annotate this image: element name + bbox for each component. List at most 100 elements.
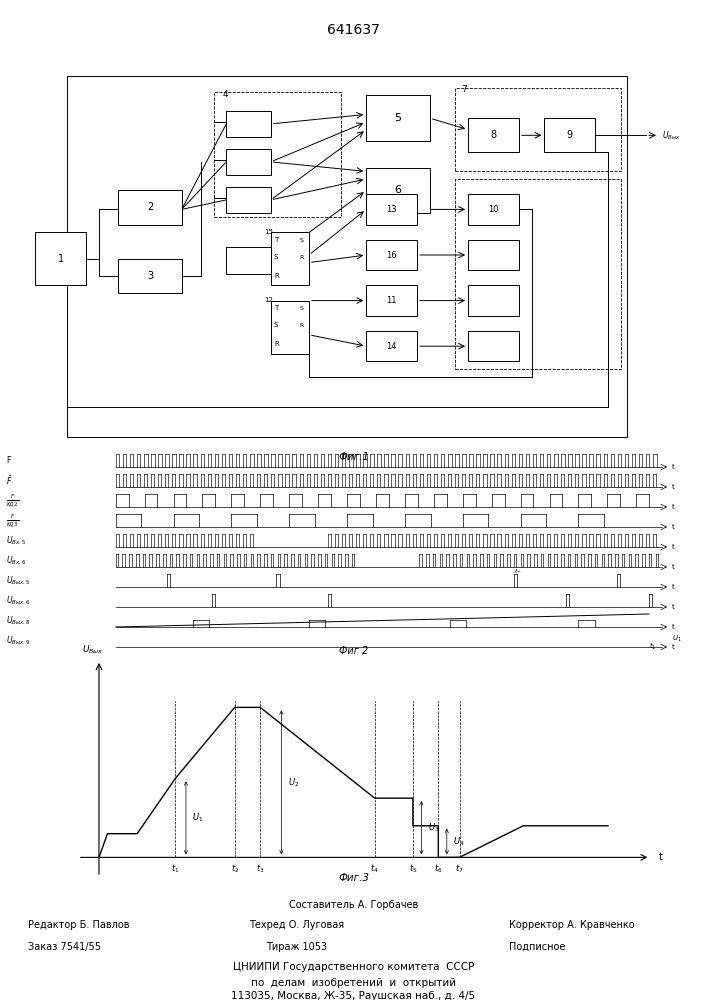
Text: $t_7$: $t_7$ xyxy=(455,862,464,875)
Text: $U_4$: $U_4$ xyxy=(453,835,464,848)
Text: 5: 5 xyxy=(395,113,402,123)
Text: 7: 7 xyxy=(462,85,467,94)
Text: R: R xyxy=(274,273,279,279)
Text: $t_5$: $t_5$ xyxy=(409,862,417,875)
Text: R: R xyxy=(300,255,304,260)
Text: 3: 3 xyxy=(147,271,153,281)
Text: $U_2$: $U_2$ xyxy=(288,776,299,789)
Text: S: S xyxy=(274,254,279,260)
Text: $t_6$: $t_6$ xyxy=(434,862,443,875)
Text: Фиг.3: Фиг.3 xyxy=(338,873,369,883)
Bar xyxy=(468,194,519,225)
Text: $U_{Bых}$: $U_{Bых}$ xyxy=(82,644,103,656)
Text: 113035, Москва, Ж-35, Раушская наб., д. 4/5: 113035, Москва, Ж-35, Раушская наб., д. … xyxy=(231,991,476,1000)
Text: $U_{Вых}$: $U_{Вых}$ xyxy=(662,129,681,142)
Text: t: t xyxy=(672,504,674,510)
Bar xyxy=(226,247,271,274)
Text: 15: 15 xyxy=(264,229,274,235)
Text: t: t xyxy=(672,464,674,470)
Text: $t_1$: $t_1$ xyxy=(171,862,180,875)
Text: S: S xyxy=(300,306,303,311)
Text: t: t xyxy=(672,564,674,570)
Bar xyxy=(468,118,519,152)
Bar xyxy=(271,232,309,285)
Bar xyxy=(214,92,341,217)
Bar xyxy=(366,168,430,213)
Text: 10: 10 xyxy=(489,205,498,214)
Text: Подписное: Подписное xyxy=(509,942,566,952)
Bar xyxy=(35,232,86,285)
Text: ЦНИИПИ Государственного комитета  СССР: ЦНИИПИ Государственного комитета СССР xyxy=(233,962,474,972)
Text: t: t xyxy=(672,484,674,490)
Bar xyxy=(468,285,519,316)
Text: R: R xyxy=(300,323,304,328)
Text: t: t xyxy=(672,644,674,650)
Text: $\bar{F}$: $\bar{F}$ xyxy=(6,474,13,487)
Bar xyxy=(366,285,417,316)
Text: Фиг.1: Фиг.1 xyxy=(338,452,369,462)
Text: 16: 16 xyxy=(386,250,397,259)
Text: $t_2$: $t_2$ xyxy=(230,862,239,875)
Bar xyxy=(468,331,519,361)
Text: t: t xyxy=(672,624,674,630)
Text: 6: 6 xyxy=(395,185,402,195)
Text: 12: 12 xyxy=(264,298,274,304)
Bar xyxy=(226,111,271,137)
Bar xyxy=(226,187,271,213)
Text: Заказ 7541/55: Заказ 7541/55 xyxy=(28,942,101,952)
Text: 641637: 641637 xyxy=(327,23,380,37)
Text: T: T xyxy=(274,237,279,243)
Bar xyxy=(366,95,430,141)
Bar xyxy=(366,240,417,270)
Text: $U_{Bx.6}$: $U_{Bx.6}$ xyxy=(6,554,27,567)
Text: 4: 4 xyxy=(223,90,228,99)
Text: $U_{Bых.9}$: $U_{Bых.9}$ xyxy=(6,634,31,647)
Text: Редактор Б. Павлов: Редактор Б. Павлов xyxy=(28,920,130,930)
Text: $t_3$: $t_3$ xyxy=(256,862,264,875)
Text: $U_{Bых.5}$: $U_{Bых.5}$ xyxy=(6,574,30,587)
Text: Тираж 1053: Тираж 1053 xyxy=(267,942,327,952)
Text: 13: 13 xyxy=(386,205,397,214)
Text: 14: 14 xyxy=(387,342,397,351)
Text: $U_3$: $U_3$ xyxy=(428,822,439,834)
Text: Фиг 2: Фиг 2 xyxy=(339,646,368,656)
Text: $\frac{F}{K\!Д\,2}$: $\frac{F}{K\!Д\,2}$ xyxy=(6,492,20,509)
Text: S: S xyxy=(300,238,303,243)
Text: Корректор А. Кравченко: Корректор А. Кравченко xyxy=(509,920,635,930)
Bar xyxy=(468,240,519,270)
Text: $U_{Bых.8}$: $U_{Bых.8}$ xyxy=(6,614,31,627)
Text: S: S xyxy=(274,322,279,328)
Bar xyxy=(455,88,621,171)
Bar xyxy=(455,179,621,369)
Bar xyxy=(67,76,627,437)
Text: 1: 1 xyxy=(58,254,64,264)
Bar xyxy=(544,118,595,152)
Text: t: t xyxy=(672,524,674,530)
Text: F: F xyxy=(6,456,11,465)
Text: t: t xyxy=(672,584,674,590)
Text: 2: 2 xyxy=(147,202,153,213)
Text: $t_4$: $t_4$ xyxy=(370,862,379,875)
Text: $U_1$: $U_1$ xyxy=(192,812,204,824)
Text: 11: 11 xyxy=(387,296,397,305)
Bar xyxy=(366,331,417,361)
Text: 8: 8 xyxy=(491,130,496,140)
Text: $t_1$: $t_1$ xyxy=(649,641,656,652)
Text: Составитель А. Горбачев: Составитель А. Горбачев xyxy=(289,900,418,910)
Bar xyxy=(366,194,417,225)
Bar xyxy=(226,149,271,175)
Bar xyxy=(118,259,182,293)
Text: $U_{Bx.5}$: $U_{Bx.5}$ xyxy=(6,534,26,547)
Text: t: t xyxy=(672,544,674,550)
Text: $\frac{F}{K\!Д\,3}$: $\frac{F}{K\!Д\,3}$ xyxy=(6,512,20,529)
Bar xyxy=(271,301,309,354)
Text: $U_{Bых.6}$: $U_{Bых.6}$ xyxy=(6,594,31,607)
Text: по  делам  изобретений  и  открытий: по делам изобретений и открытий xyxy=(251,978,456,988)
Text: 9: 9 xyxy=(567,130,573,140)
Bar xyxy=(118,190,182,225)
Text: t: t xyxy=(659,852,662,862)
Text: $t_{-}$: $t_{-}$ xyxy=(514,568,522,575)
Text: Техред О. Луговая: Техред О. Луговая xyxy=(250,920,344,930)
Text: T: T xyxy=(274,305,279,311)
Text: t: t xyxy=(672,604,674,610)
